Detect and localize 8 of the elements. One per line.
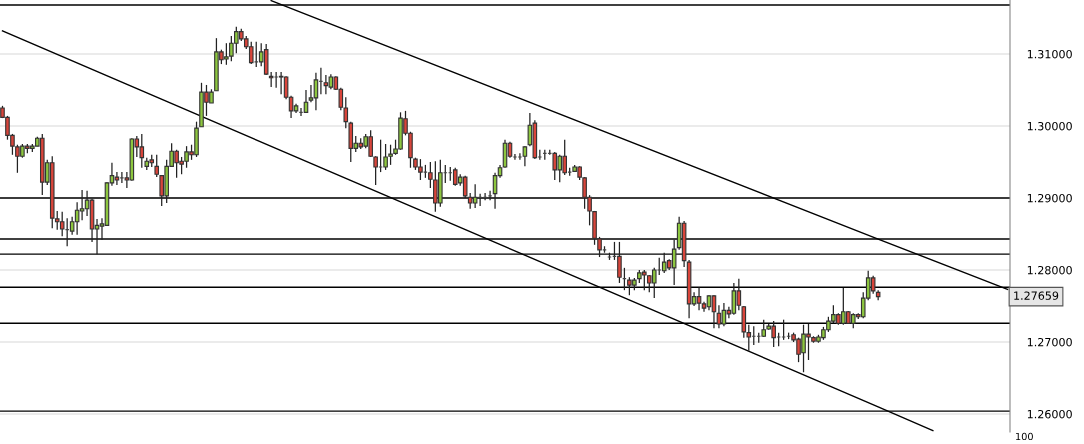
y-tick-label: 1.31000 <box>1027 49 1072 59</box>
y-tick-label: 1.26000 <box>1027 409 1072 419</box>
text: 1.27659 <box>1014 291 1059 300</box>
text: 100 <box>1016 432 1033 441</box>
y-tick-label: 1.30000 <box>1027 121 1072 131</box>
y-tick-label: 1.29000 <box>1027 193 1072 203</box>
y-tick-label: 1.28000 <box>1027 265 1072 275</box>
y-tick-label: 1.27000 <box>1027 337 1072 347</box>
